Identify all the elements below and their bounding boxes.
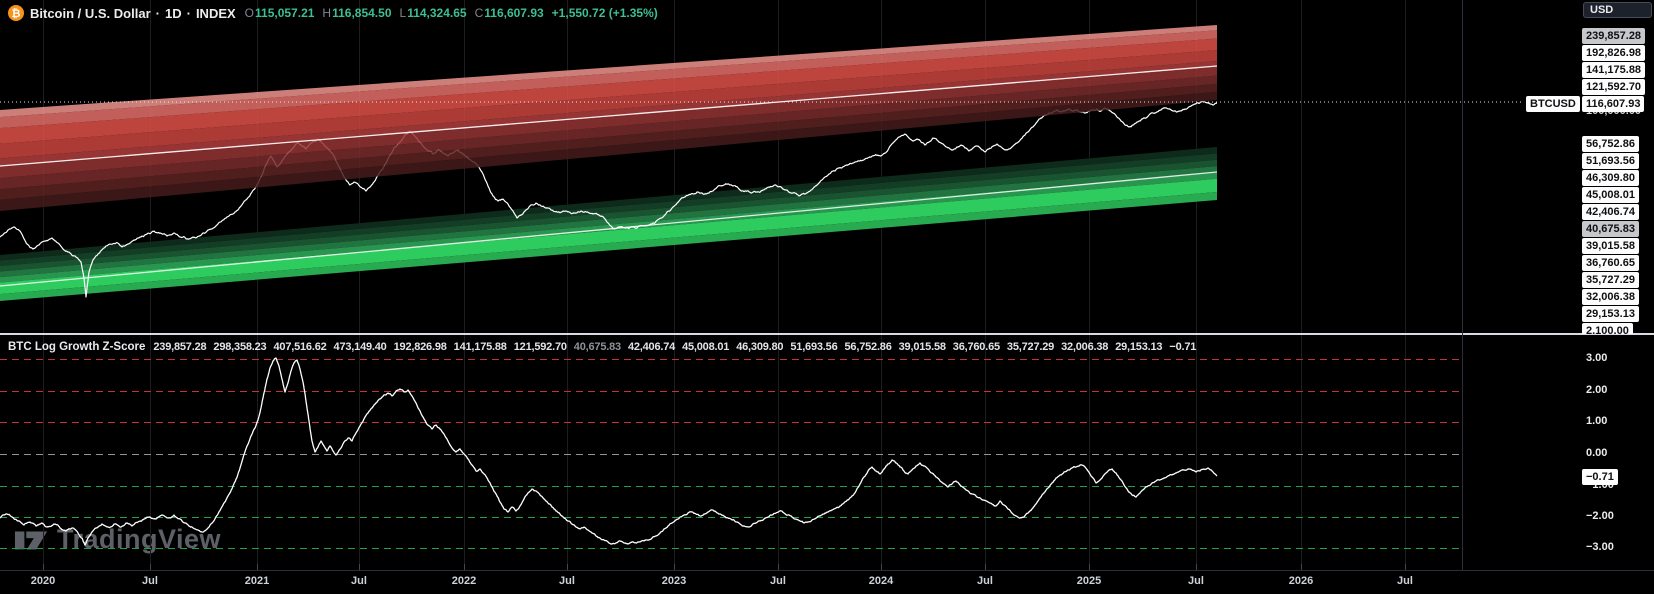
price-axis-label: 40,675.83	[1582, 221, 1639, 237]
price-axis-label: 36,760.65	[1582, 255, 1639, 271]
zscore-axis-label: −2.00	[1586, 510, 1614, 522]
price-axis-label: 42,406.74	[1582, 204, 1639, 220]
support-band	[0, 147, 1217, 261]
price-axis-label: 192,826.98	[1582, 45, 1646, 61]
bitcoin-icon: ₿	[8, 5, 24, 21]
indicator-value: 473,149.40	[333, 341, 387, 353]
price-axis-label: 56,752.86	[1582, 136, 1639, 152]
tradingview-logo-icon	[14, 531, 48, 549]
price-axis-label: 51,693.56	[1582, 153, 1639, 169]
indicator-value: 40,675.83	[573, 341, 621, 353]
zscore-axis-label: −3.00	[1586, 541, 1614, 553]
support-band	[0, 166, 1217, 278]
price-axis-label: 121,592.70	[1582, 79, 1646, 95]
symbol-name[interactable]: Bitcoin / U.S. Dollar	[30, 5, 151, 21]
symbol-price-tag: BTCUSD	[1526, 96, 1580, 112]
indicator-value: 298,358.23	[213, 341, 267, 353]
support-band	[0, 153, 1217, 267]
price-axis-label: 35,727.29	[1582, 272, 1639, 288]
price-axis-label: 239,857.28	[1582, 28, 1646, 44]
resistance-band	[0, 67, 1217, 179]
price-axis-label: 32,006.38	[1582, 289, 1639, 305]
indicator-value: 192,826.98	[393, 341, 447, 353]
currency-toggle-button[interactable]: USD	[1583, 2, 1652, 18]
resistance-band	[0, 30, 1217, 129]
zscore-axis-label: 2.00	[1586, 384, 1608, 396]
symbol-header: ₿ Bitcoin / U.S. Dollar · 1D · INDEX O115,05…	[8, 4, 658, 22]
indicator-value: 39,015.58	[898, 341, 946, 353]
price-change: +1,550.72 (+1.35%)	[551, 6, 658, 20]
symbol-interval[interactable]: 1D	[164, 5, 182, 21]
zscore-axis-label: 3.00	[1586, 352, 1608, 364]
indicator-value: 141,175.88	[453, 341, 507, 353]
price-axis-label: 29,153.13	[1582, 306, 1639, 322]
resistance-band	[0, 25, 1217, 118]
support-band	[0, 159, 1217, 272]
indicator-value: 36,760.65	[952, 341, 1000, 353]
price-axis-label: 46,309.80	[1582, 170, 1639, 186]
support-band-midline	[0, 171, 1218, 287]
indicator-value: 46,309.80	[736, 341, 784, 353]
title-separator: ·	[186, 5, 191, 21]
zscore-current-badge: −0.71	[1582, 469, 1618, 485]
price-axis-label: 141,175.88	[1582, 62, 1646, 78]
ohlc-values: O115,057.21 H116,854.50 L114,324.65 C116,60…	[245, 6, 544, 20]
resistance-band-midline	[0, 65, 1218, 167]
support-band	[0, 178, 1217, 295]
resistance-band	[0, 83, 1217, 200]
symbol-title[interactable]: Bitcoin / U.S. Dollar · 1D · INDEX	[30, 6, 236, 21]
indicator-value: 407,516.62	[273, 341, 327, 353]
indicator-value: 29,153.13	[1115, 341, 1163, 353]
pane-divider[interactable]	[0, 333, 1654, 335]
title-separator: ·	[155, 5, 160, 21]
resistance-band	[0, 91, 1217, 211]
resistance-band	[0, 50, 1217, 159]
indicator-status-row: BTC Log Growth Z-Score 239,857.28 298,358…	[8, 341, 1196, 353]
price-axis-label: 39,015.58	[1582, 238, 1639, 254]
indicator-value: 239,857.28	[153, 341, 207, 353]
price-axis-label: 116,607.93	[1582, 96, 1645, 112]
price-axis[interactable]: 239,857.28 192,826.98 141,175.88 121,592.70…	[0, 0, 1654, 334]
indicator-value: 121,592.70	[513, 341, 567, 353]
resistance-band	[0, 75, 1217, 190]
zscore-line	[0, 357, 1218, 546]
resistance-band	[0, 38, 1217, 144]
symbol-exchange: INDEX	[195, 5, 236, 21]
price-axis-label: 2,100.00	[1582, 323, 1633, 334]
support-band	[0, 192, 1217, 301]
indicator-values: 239,857.28 298,358.23 407,516.62 473,149.40…	[153, 341, 1196, 353]
indicator-value: 45,008.01	[682, 341, 730, 353]
ohlc-item: L114,324.65	[399, 6, 467, 20]
indicator-value: 51,693.56	[790, 341, 838, 353]
zscore-axis-label: 0.00	[1586, 447, 1608, 459]
indicator-value: −0.71	[1169, 341, 1197, 353]
indicator-value: 42,406.74	[627, 341, 676, 353]
indicator-value: 32,006.38	[1061, 341, 1109, 353]
price-axis-label: 45,008.01	[1582, 187, 1639, 203]
indicator-value: 35,727.29	[1006, 341, 1055, 353]
indicator-name[interactable]: BTC Log Growth Z-Score	[8, 341, 146, 353]
indicator-value: 56,752.86	[844, 341, 892, 353]
ohlc-item: H116,854.50	[322, 6, 392, 20]
ohlc-item: O115,057.21	[244, 6, 315, 20]
zscore-axis-label: 1.00	[1586, 415, 1608, 427]
ohlc-item: C116,607.93	[474, 6, 544, 20]
